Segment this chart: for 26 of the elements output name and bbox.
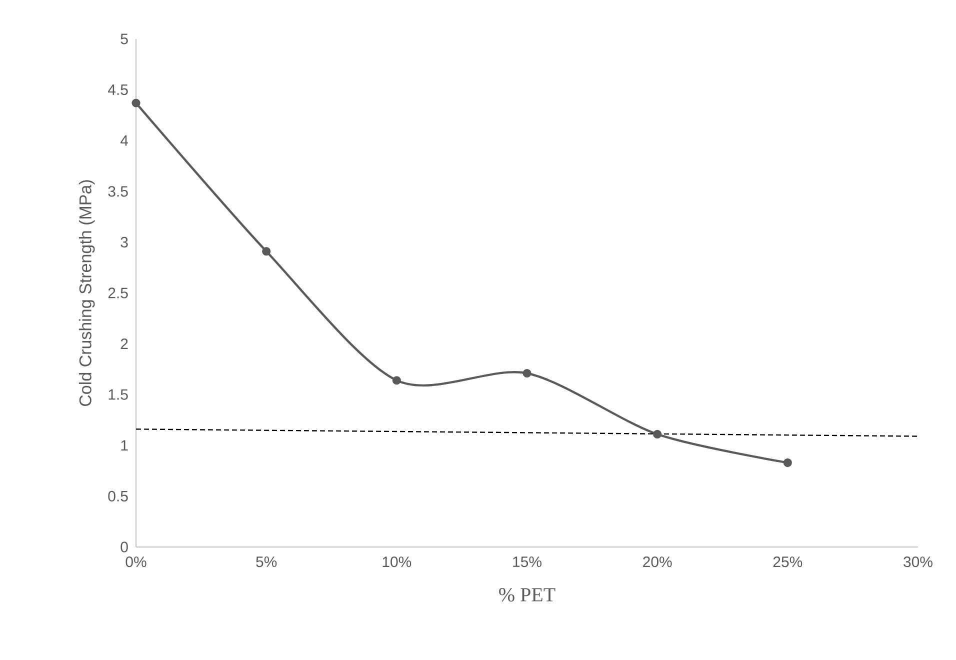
y-tick-label: 2.5	[108, 288, 128, 298]
y-tick-label: 5	[120, 34, 128, 44]
y-tick-label: 1	[121, 440, 128, 451]
point	[522, 368, 532, 378]
point	[783, 458, 792, 467]
y-tick-label: 0	[120, 542, 128, 552]
y-tick-label: 3.5	[108, 186, 128, 197]
y-tick-label: 2	[120, 338, 128, 350]
x-tick-label: 15%	[513, 556, 542, 568]
x-tick-label: 10%	[382, 556, 412, 568]
x-tick-label: 5%	[256, 556, 277, 568]
y-tick-label: 0.5	[108, 490, 128, 502]
point	[392, 376, 401, 385]
y-axis-title: Cold Crushing Strength (MPa)	[78, 180, 95, 406]
x-tick-label: 25%	[773, 556, 802, 568]
x-axis-title: % PET	[499, 588, 556, 602]
point	[132, 98, 140, 108]
x-tick-label: 30%	[904, 556, 932, 568]
point	[262, 247, 271, 256]
y-tick-label: 4	[120, 135, 128, 146]
y-tick-label: 1.5	[108, 389, 128, 400]
x-tick-label: 20%	[643, 556, 672, 568]
y-tick-label: 3	[120, 236, 128, 248]
x-tick-label: 0%	[126, 556, 146, 568]
y-tick-label: 4.5	[108, 84, 128, 96]
point	[653, 430, 662, 439]
